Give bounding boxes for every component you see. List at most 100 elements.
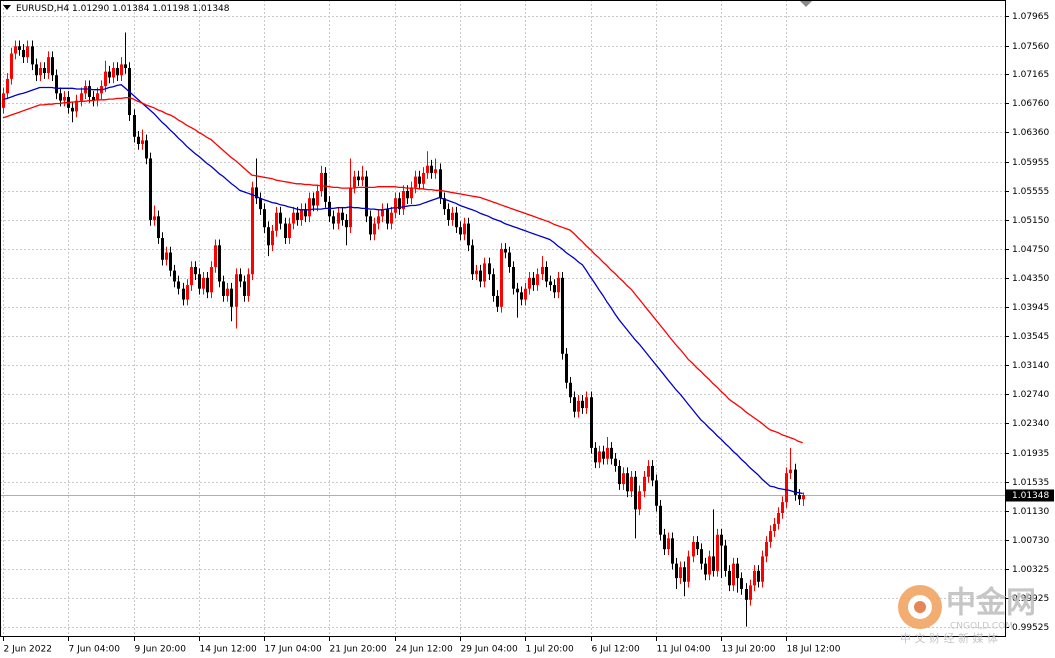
candle-body	[488, 263, 491, 275]
candle-body	[626, 473, 629, 492]
candle-body	[414, 176, 417, 188]
candle-body	[585, 397, 588, 409]
y-tick-label: 1.05955	[1012, 158, 1049, 168]
candle-body	[312, 198, 315, 206]
candle-body	[226, 288, 229, 296]
candle-body	[198, 274, 201, 289]
candle-body	[51, 57, 54, 76]
candle-body	[532, 277, 535, 286]
candle-body	[381, 209, 384, 217]
candle-body	[230, 288, 233, 307]
candle-body	[341, 212, 344, 220]
candle-body	[271, 230, 274, 246]
chart-header: EURUSD,H4 1.01290 1.01384 1.01198 1.0134…	[16, 4, 230, 14]
candle-body	[740, 578, 743, 589]
candle-body	[610, 447, 613, 459]
ohlc-open: 1.01290	[72, 4, 109, 14]
candle-body	[696, 541, 699, 550]
y-tick-label: 1.04350	[1012, 274, 1049, 284]
candle-body	[736, 563, 739, 579]
y-tick-label: 0.99525	[1012, 623, 1049, 633]
candle-body	[745, 588, 748, 600]
candle-body	[410, 187, 413, 199]
y-tick-label: 1.02740	[1012, 390, 1049, 400]
candle-body	[704, 563, 707, 575]
x-tick-label: 1 Jul 20:00	[526, 645, 575, 655]
candle-body	[22, 49, 25, 58]
candle-body	[520, 292, 523, 300]
price-label-box	[1006, 489, 1054, 502]
candle-body	[243, 281, 246, 296]
x-tick-label: 6 Jul 12:00	[592, 645, 641, 655]
candle-body	[161, 238, 164, 260]
candle-body	[634, 476, 637, 510]
candle-body	[247, 274, 250, 296]
x-tick-label: 7 Jun 04:00	[69, 645, 121, 655]
y-tick-label: 1.03140	[1012, 361, 1049, 371]
candle-body	[222, 281, 225, 296]
candle-body	[638, 491, 641, 510]
y-tick-label: 1.06360	[1012, 128, 1049, 138]
candle-body	[406, 191, 409, 199]
y-tick-label: 1.07965	[1012, 12, 1049, 22]
candle-body	[320, 172, 323, 192]
candle-body	[789, 469, 792, 474]
candle-body	[569, 382, 572, 398]
x-tick-label: 13 Jul 20:00	[722, 645, 776, 655]
candle-body	[439, 169, 442, 199]
candle-body	[394, 198, 397, 213]
candle-body	[39, 68, 42, 76]
candle-body	[124, 64, 127, 69]
candle-body	[675, 563, 678, 579]
candle-body	[6, 78, 9, 94]
candle-body	[492, 274, 495, 296]
candle-body	[524, 288, 527, 300]
candle-body	[757, 570, 760, 582]
y-tick-label: 1.02340	[1012, 419, 1049, 429]
candle-body	[235, 274, 238, 307]
candle-body	[361, 176, 364, 181]
candle-body	[761, 556, 764, 582]
candle-body	[463, 223, 466, 235]
candle-body	[753, 570, 756, 586]
candle-body	[671, 538, 674, 564]
candle-body	[324, 172, 327, 202]
axes-layer: 1.07965 1.07560 1.07165 1.06760 1.06360 1.059…	[3, 12, 1054, 655]
candle-body	[288, 223, 291, 239]
candle-body	[541, 266, 544, 275]
candle-body	[218, 245, 221, 282]
y-tick-label: 1.05150	[1012, 216, 1049, 226]
candle-body	[112, 68, 115, 78]
candle-body	[279, 212, 282, 224]
candle-body	[137, 136, 140, 144]
candle-body	[643, 476, 646, 492]
ohlc-close: 1.01348	[192, 4, 229, 14]
candle-body	[390, 212, 393, 224]
candle-body	[508, 252, 511, 267]
candle-body	[63, 96, 66, 101]
candle-body	[120, 64, 123, 76]
candle-body	[418, 176, 421, 184]
candle-body	[573, 397, 576, 412]
y-tick-label: 1.00325	[1012, 565, 1049, 575]
candle-body	[785, 473, 788, 503]
candle-body	[141, 140, 144, 144]
candle-body	[777, 512, 780, 524]
candle-body	[59, 93, 62, 101]
candle-body	[353, 176, 356, 188]
y-tick-label: 1.01535	[1012, 478, 1049, 488]
header-icon	[3, 5, 11, 10]
candle-body	[116, 68, 119, 76]
candle-body	[692, 541, 695, 557]
candle-body	[165, 252, 168, 260]
watermark-brand: 中金网	[946, 586, 1036, 621]
x-tick-label: 17 Jun 04:00	[265, 645, 322, 655]
candle-body	[398, 198, 401, 210]
candle-body	[581, 400, 584, 409]
candle-body	[475, 270, 478, 275]
grid-layer	[0, 0, 1005, 636]
candle-body	[606, 447, 609, 459]
candle-body	[659, 505, 662, 535]
candle-body	[557, 277, 560, 293]
candle-body	[84, 86, 87, 94]
